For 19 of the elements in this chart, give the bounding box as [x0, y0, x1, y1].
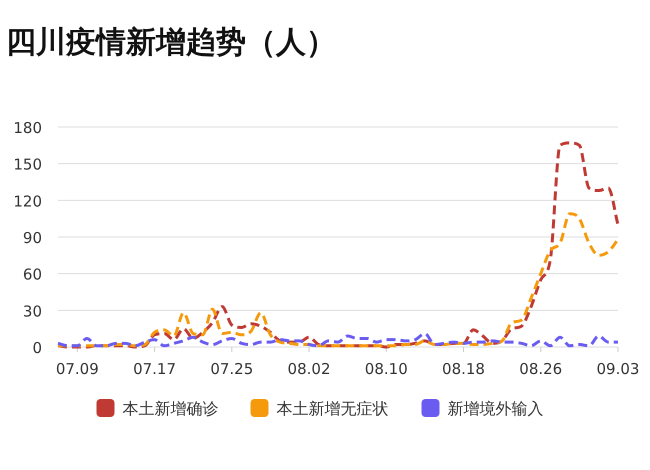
y-tick-label: 30 — [22, 302, 42, 320]
legend-label: 本土新增确诊 — [122, 399, 218, 418]
x-tick-label: 08.26 — [519, 360, 562, 378]
title: 四川疫情新增趋势（人） — [6, 25, 336, 60]
y-tick-label: 180 — [13, 119, 42, 137]
y-tick-label: 120 — [13, 192, 42, 210]
y-tick-label: 150 — [13, 156, 42, 174]
x-tick-label: 07.25 — [210, 360, 254, 378]
y-tick-label: 0 — [32, 339, 42, 357]
x-tick-label: 09.03 — [596, 360, 640, 378]
y-tick-label: 90 — [22, 229, 42, 247]
x-tick-label: 07.09 — [56, 360, 99, 378]
x-tick-label: 08.02 — [288, 360, 331, 378]
legend-label: 新增境外输入 — [448, 399, 544, 418]
x-tick-label: 08.18 — [442, 360, 485, 378]
y-tick-label: 60 — [22, 266, 42, 284]
x-tick-label: 07.17 — [133, 360, 176, 378]
x-tick-label: 08.10 — [364, 360, 408, 378]
legend-label: 本土新增无症状 — [276, 399, 388, 418]
